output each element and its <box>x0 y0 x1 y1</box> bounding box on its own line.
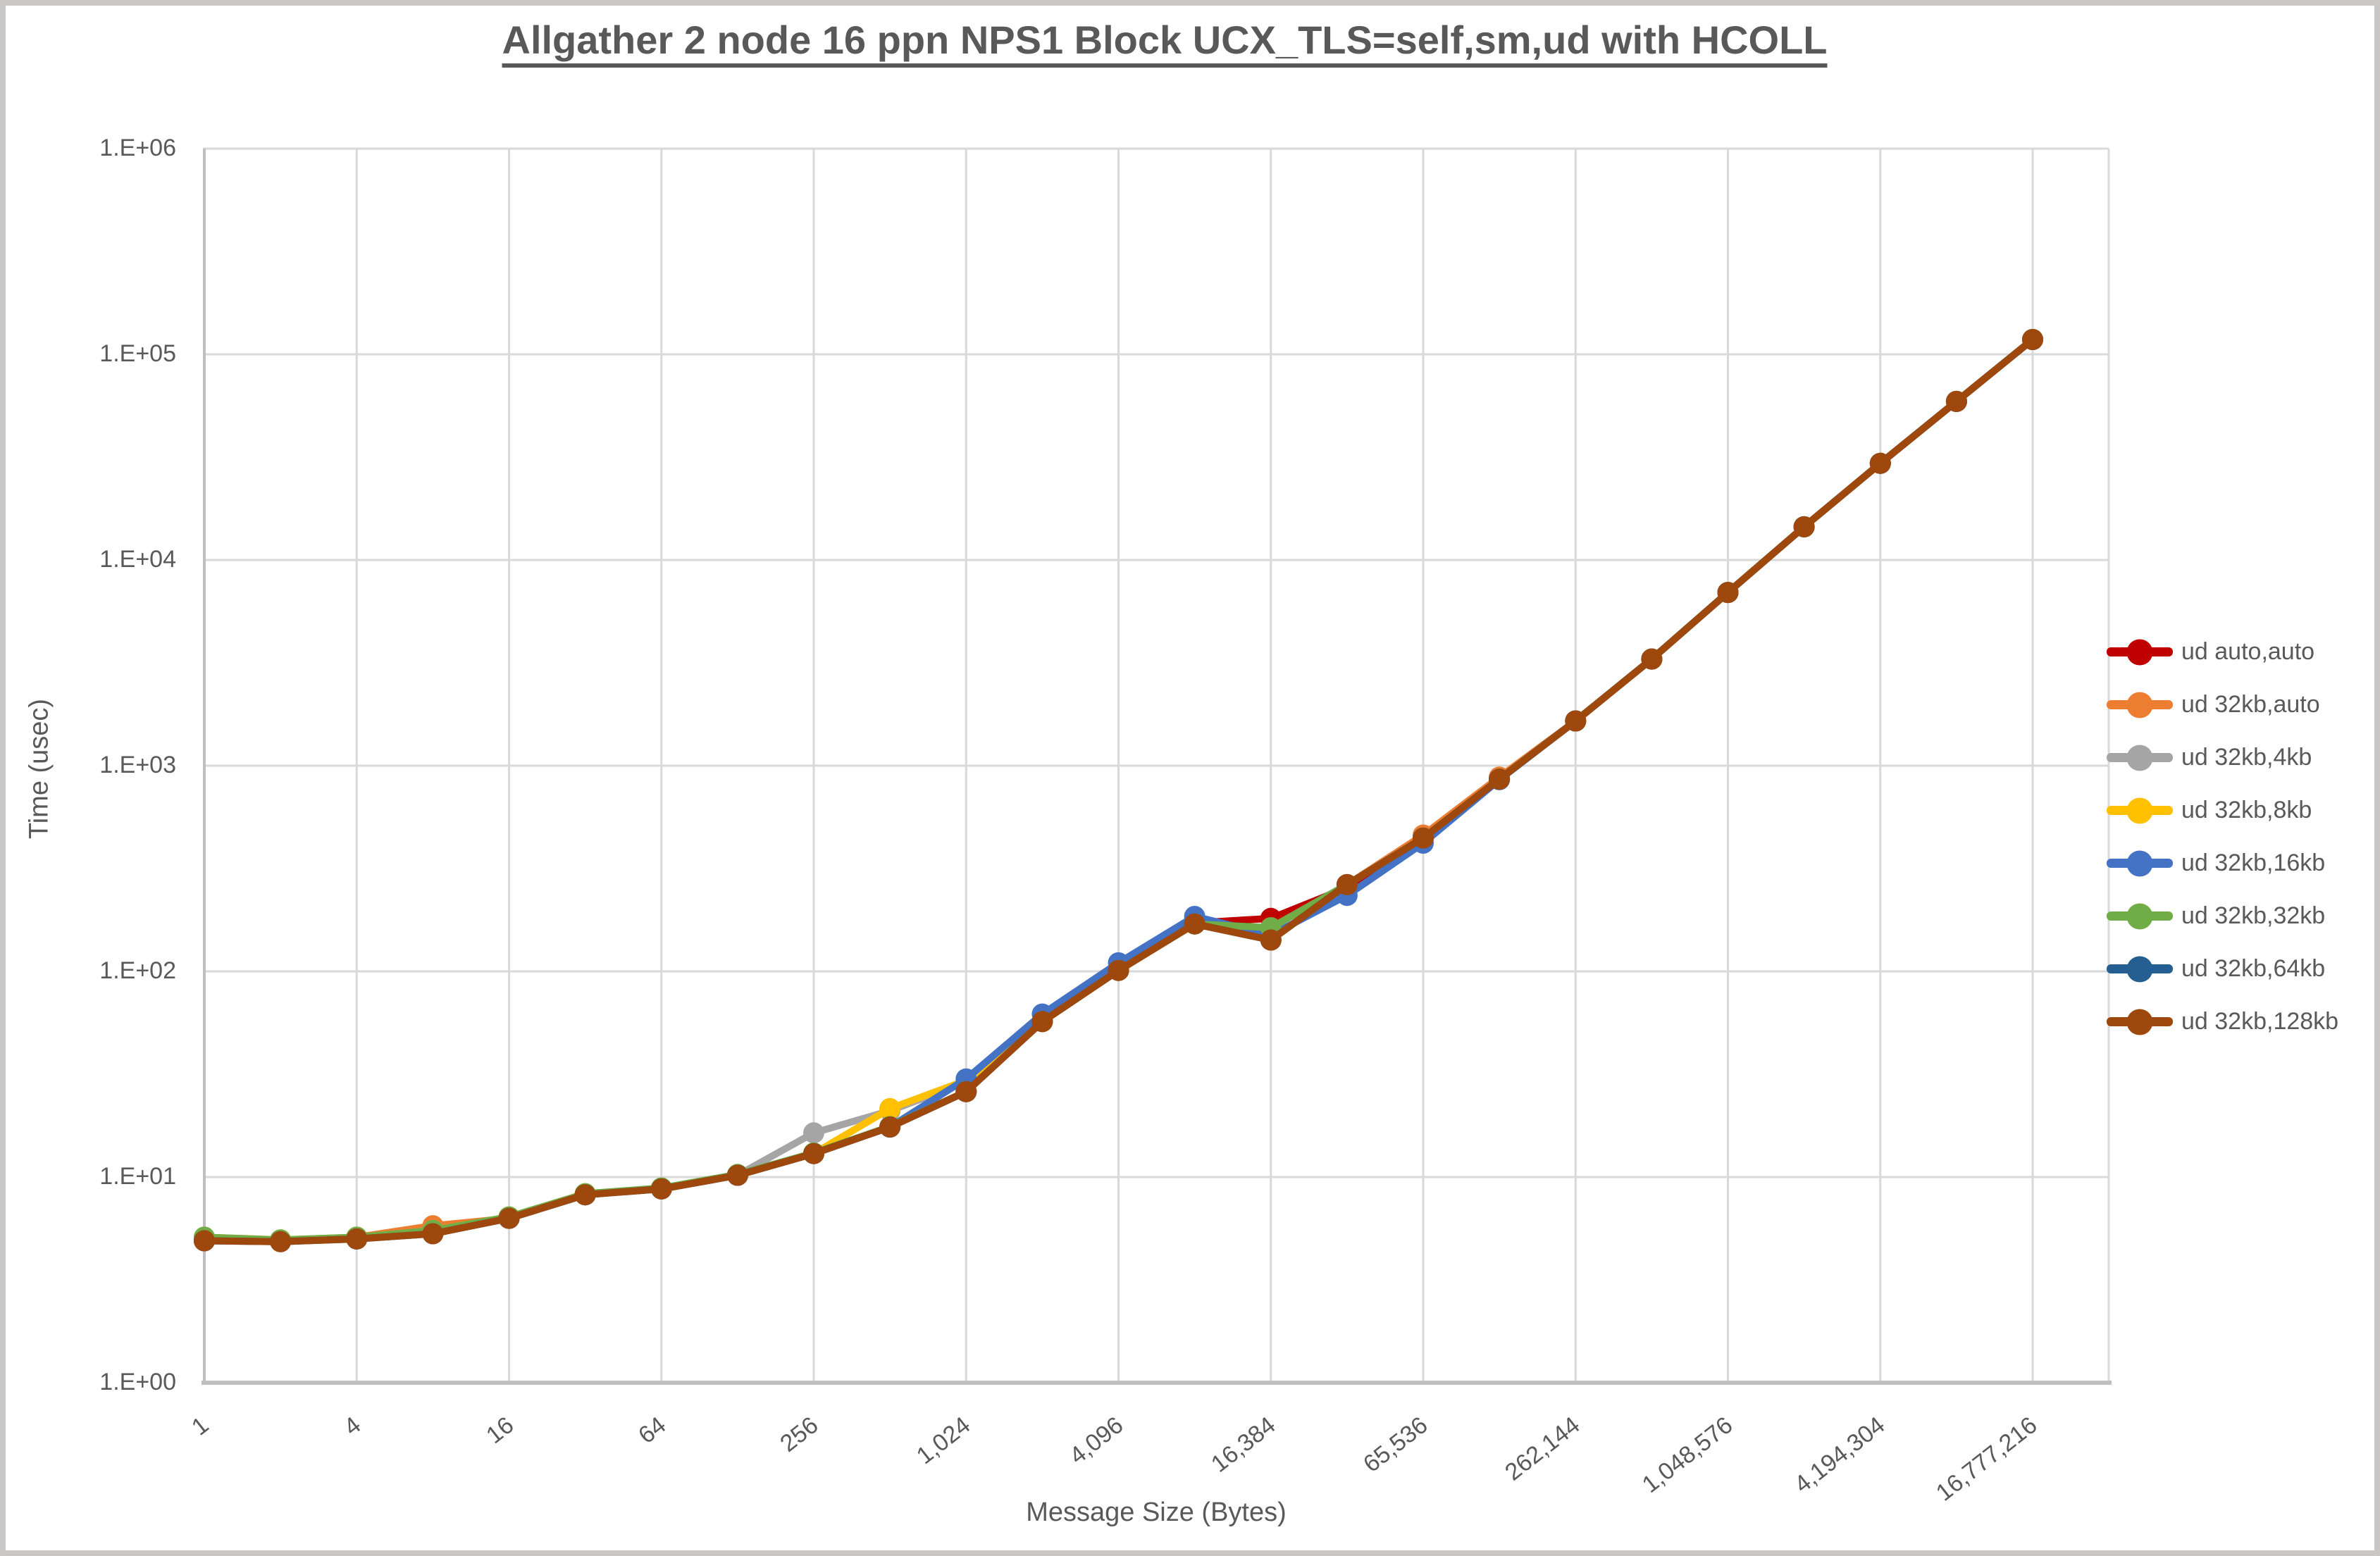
data-point <box>955 1081 977 1102</box>
y-axis-tick-label: 1.E+03 <box>99 752 176 778</box>
x-axis-title: Message Size (Bytes) <box>1026 1498 1287 1527</box>
y-axis-tick-label: 1.E+00 <box>99 1369 176 1395</box>
legend-dot-icon <box>2126 850 2153 876</box>
legend-item[interactable]: ud 32kb,8kb <box>2107 784 2338 837</box>
data-point <box>1641 648 1663 670</box>
legend-item[interactable]: ud 32kb,64kb <box>2107 942 2338 995</box>
legend: ud auto,auto ud 32kb,auto ud 32kb,4kb ud 32… <box>2107 625 2338 1048</box>
legend-dot-icon <box>2126 1009 2153 1035</box>
legend-marker-icon <box>2107 745 2173 771</box>
data-point <box>1717 582 1739 604</box>
legend-item[interactable]: ud 32kb,128kb <box>2107 995 2338 1048</box>
legend-item[interactable]: ud 32kb,32kb <box>2107 890 2338 942</box>
legend-marker-icon <box>2107 692 2173 718</box>
data-point <box>1565 710 1587 732</box>
data-point <box>726 1164 748 1186</box>
data-point <box>270 1231 292 1252</box>
legend-item-label: ud 32kb,auto <box>2181 691 2320 718</box>
data-point <box>1489 768 1511 790</box>
data-point <box>1869 452 1891 474</box>
data-point <box>1031 1011 1053 1033</box>
legend-item[interactable]: ud auto,auto <box>2107 625 2338 678</box>
data-point <box>1108 959 1129 981</box>
legend-marker-icon <box>2107 1009 2173 1035</box>
legend-item[interactable]: ud 32kb,4kb <box>2107 731 2338 784</box>
legend-marker-icon <box>2107 797 2173 823</box>
data-point <box>1336 873 1358 895</box>
data-point <box>422 1223 444 1245</box>
data-point <box>498 1207 520 1229</box>
legend-marker-icon <box>2107 639 2173 665</box>
data-point <box>1260 929 1282 951</box>
y-axis-tick-label: 1.E+05 <box>99 340 176 367</box>
legend-dot-icon <box>2126 956 2153 982</box>
data-point <box>879 1116 901 1138</box>
legend-item-label: ud 32kb,4kb <box>2181 744 2312 771</box>
chart-title: Allgather 2 node 16 ppn NPS1 Block UCX_T… <box>502 18 1828 62</box>
legend-item-label: ud 32kb,64kb <box>2181 955 2326 982</box>
data-point <box>879 1097 901 1119</box>
legend-marker-icon <box>2107 956 2173 982</box>
data-point <box>803 1122 824 1144</box>
legend-item-label: ud 32kb,8kb <box>2181 797 2312 823</box>
y-axis-tick-label: 1.E+04 <box>99 546 176 573</box>
data-point <box>1184 913 1206 935</box>
data-point <box>574 1184 596 1206</box>
y-axis-tick-label: 1.E+02 <box>99 957 176 984</box>
legend-item-label: ud 32kb,128kb <box>2181 1008 2339 1035</box>
data-point <box>1945 390 1967 412</box>
legend-item-label: ud 32kb,32kb <box>2181 902 2326 929</box>
legend-dot-icon <box>2126 745 2153 771</box>
data-point <box>1413 827 1434 849</box>
legend-item-label: ud 32kb,16kb <box>2181 849 2326 876</box>
legend-dot-icon <box>2126 903 2153 929</box>
y-axis-tick-label: 1.E+01 <box>99 1163 176 1190</box>
data-point <box>803 1143 824 1164</box>
legend-dot-icon <box>2126 692 2153 718</box>
legend-item-label: ud auto,auto <box>2181 638 2315 665</box>
legend-item[interactable]: ud 32kb,16kb <box>2107 837 2338 890</box>
data-point <box>650 1178 672 1200</box>
legend-marker-icon <box>2107 903 2173 929</box>
data-point <box>1793 516 1815 537</box>
plot-area <box>194 147 2112 1385</box>
legend-item[interactable]: ud 32kb,auto <box>2107 678 2338 731</box>
y-axis-tick-label: 1.E+06 <box>99 135 176 161</box>
data-point <box>2022 329 2043 350</box>
legend-dot-icon <box>2126 639 2153 665</box>
data-point <box>194 1230 215 1252</box>
legend-dot-icon <box>2126 797 2153 823</box>
data-point <box>346 1228 368 1250</box>
legend-marker-icon <box>2107 850 2173 876</box>
